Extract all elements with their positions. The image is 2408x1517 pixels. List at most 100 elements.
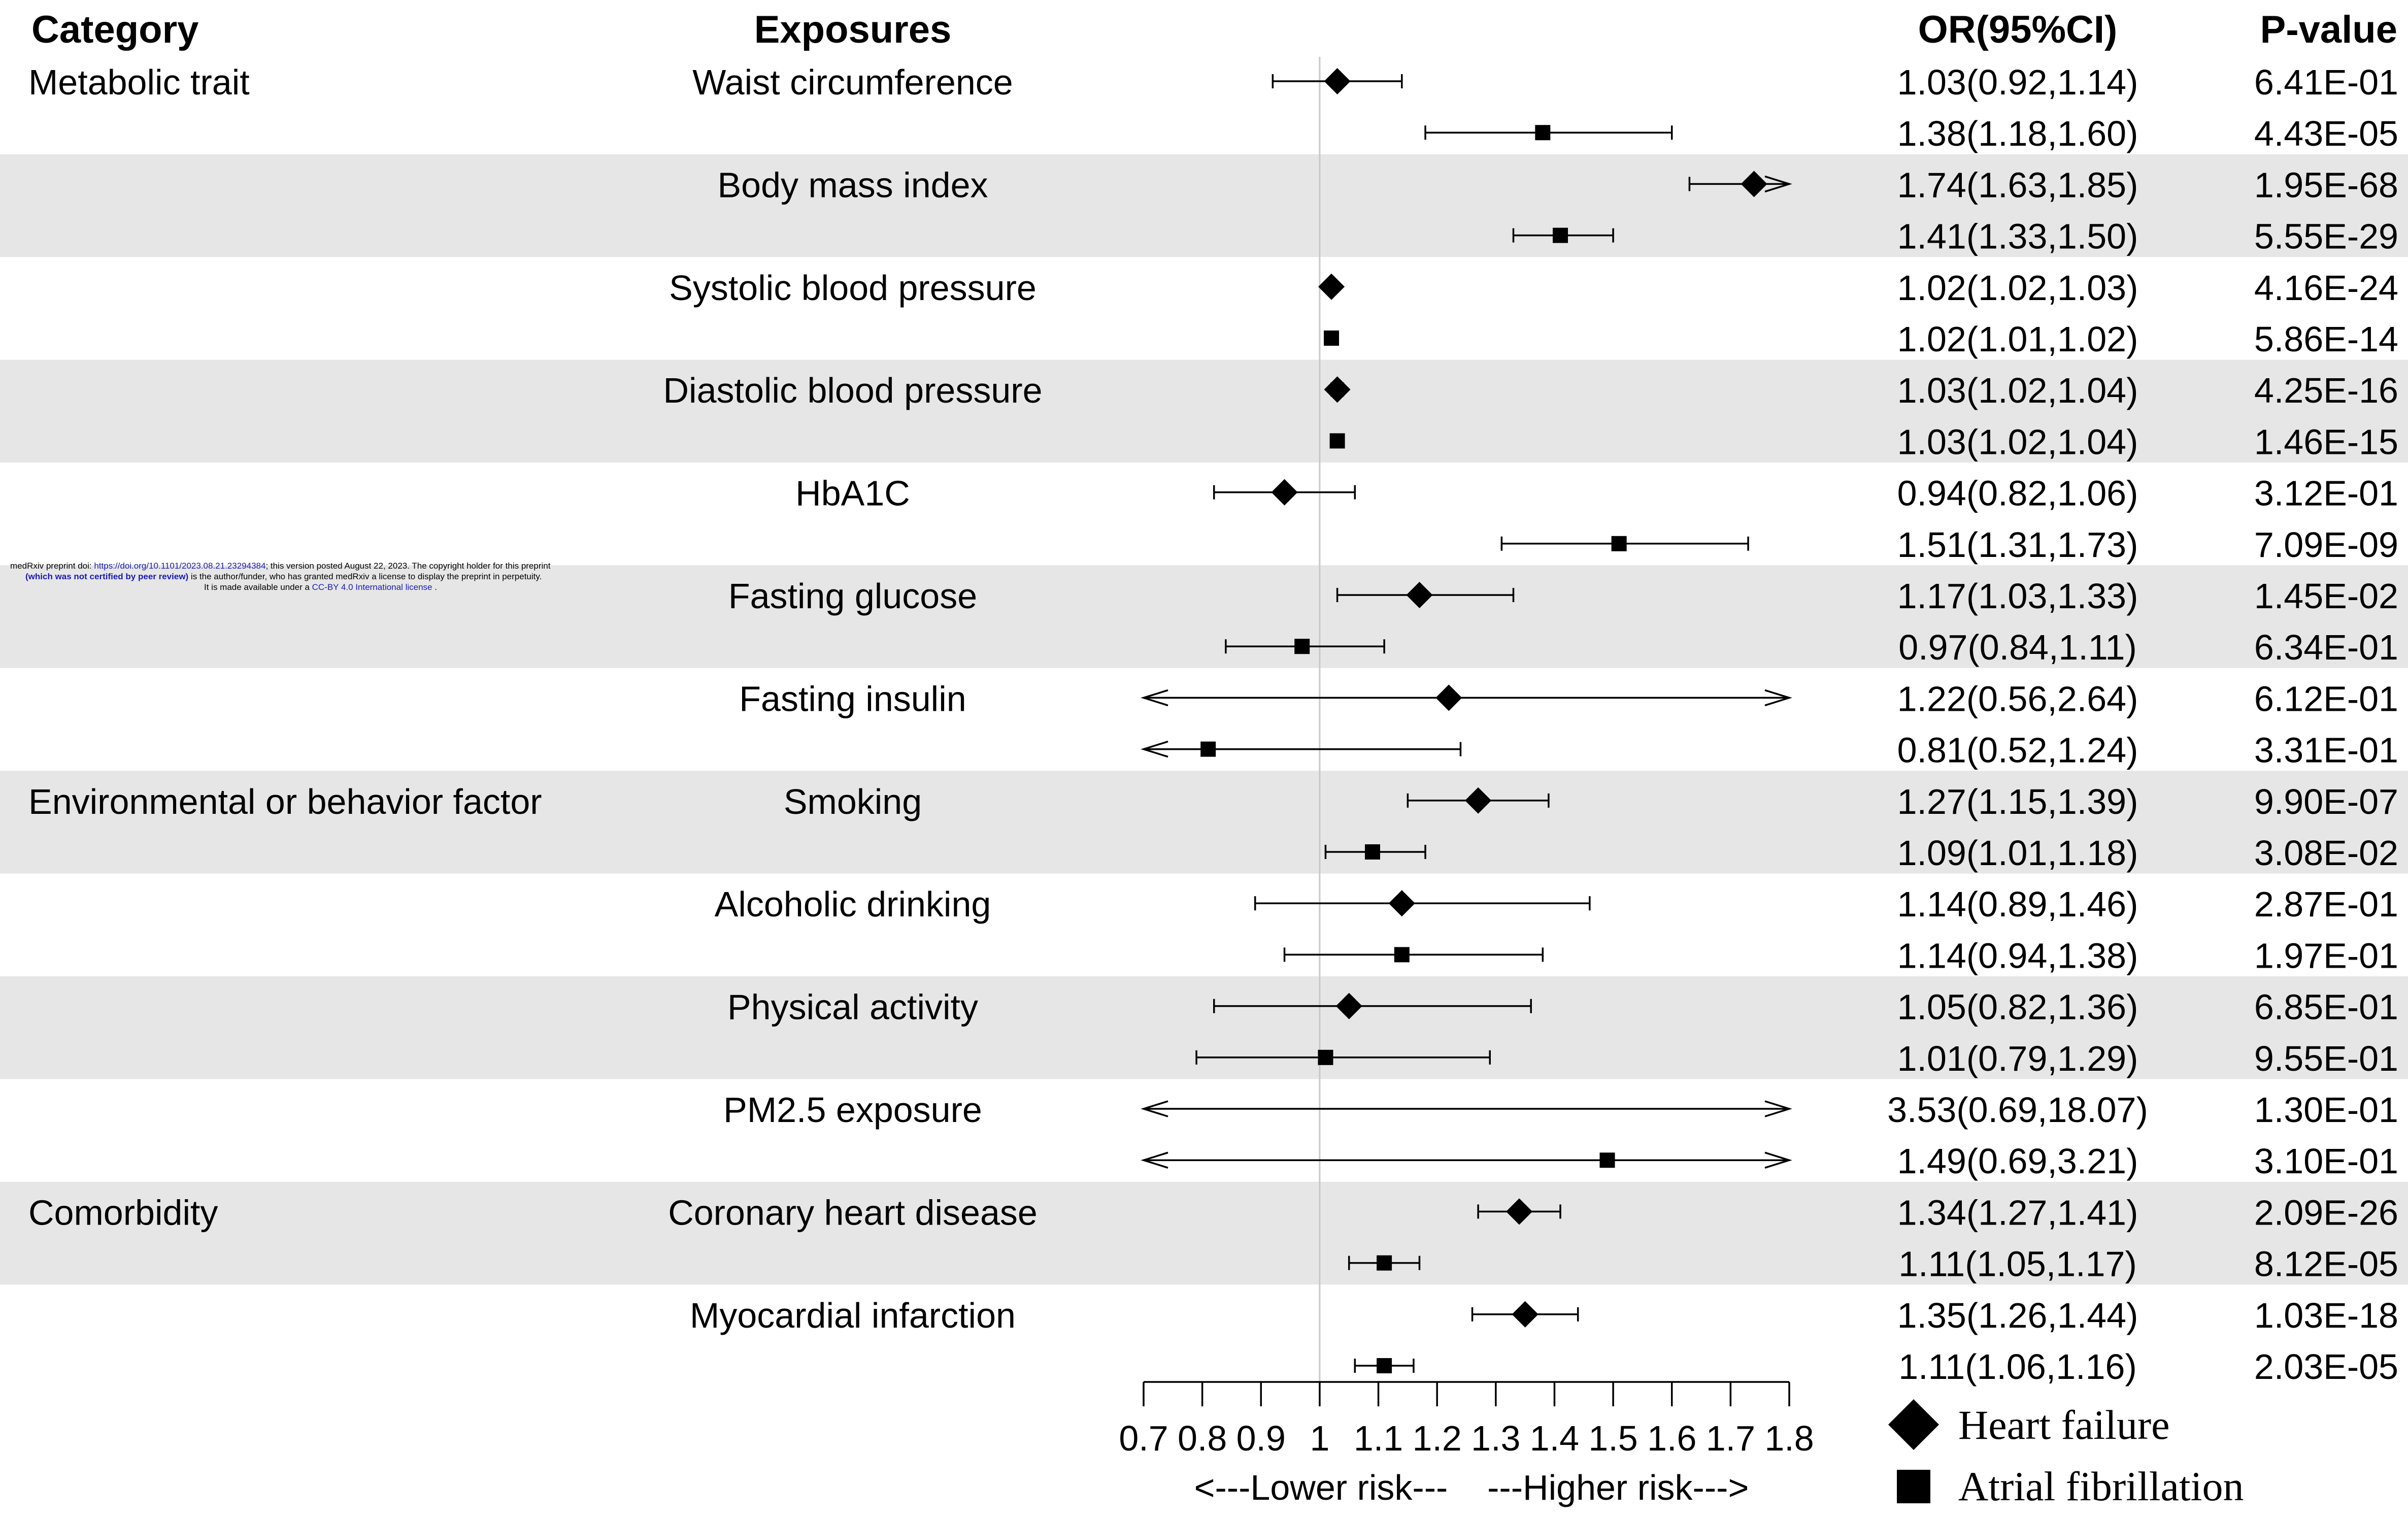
or-ci-value: 1.11(1.06,1.16) xyxy=(1898,1347,2137,1387)
or-ci-value: 1.51(1.31,1.73) xyxy=(1897,525,2138,565)
or-ci-value: 1.17(1.03,1.33) xyxy=(1897,576,2138,616)
p-value: 3.08E-02 xyxy=(2254,833,2398,873)
p-value: 4.16E-24 xyxy=(2254,268,2398,308)
or-ci-value: 1.05(0.82,1.36) xyxy=(1897,987,2138,1027)
p-value: 2.09E-26 xyxy=(2254,1193,2398,1232)
p-value: 2.87E-01 xyxy=(2254,884,2398,924)
or-ci-value: 1.22(0.56,2.64) xyxy=(1897,679,2138,718)
or-ci-value: 0.97(0.84,1.11) xyxy=(1898,628,2137,667)
or-ci-value: 1.38(1.18,1.60) xyxy=(1897,114,2138,153)
legend-heart-failure-label: Heart failure xyxy=(1958,1402,2170,1448)
x-tick-label: 1.3 xyxy=(1471,1419,1520,1458)
p-value: 5.86E-14 xyxy=(2254,319,2398,359)
atrial-fibrillation-point xyxy=(1599,1152,1615,1168)
p-value: 3.12E-01 xyxy=(2254,474,2398,513)
ci-arrow-right xyxy=(1764,175,1792,193)
watermark-line-2: (which was not certified by peer review)… xyxy=(25,572,542,581)
category-label: Metabolic trait xyxy=(28,62,250,102)
header-exposures: Exposures xyxy=(754,8,952,51)
exposure-label: Coronary heart disease xyxy=(668,1193,1038,1232)
watermark-license-link[interactable]: CC-BY 4.0 International license xyxy=(312,582,432,592)
group-band xyxy=(0,565,2408,668)
atrial-fibrillation-point xyxy=(1318,1049,1333,1065)
heart-failure-point xyxy=(1741,171,1767,197)
group-band xyxy=(0,771,2408,874)
ci-arrow-left xyxy=(1141,740,1168,758)
p-value: 4.43E-05 xyxy=(2254,114,2398,153)
category-label: Environmental or behavior factor xyxy=(28,782,542,821)
header-pvalue: P-value xyxy=(2260,8,2397,51)
ci-arrow-left xyxy=(1141,689,1168,707)
ci-arrow-right xyxy=(1764,1100,1792,1117)
exposure-label: PM2.5 exposure xyxy=(723,1090,982,1130)
or-ci-value: 0.94(0.82,1.06) xyxy=(1897,474,2138,513)
p-value: 6.41E-01 xyxy=(2254,62,2398,102)
p-value: 3.10E-01 xyxy=(2254,1141,2398,1181)
watermark-line-3: It is made available under a CC-BY 4.0 I… xyxy=(204,582,437,592)
p-value: 4.25E-16 xyxy=(2254,371,2398,410)
watermark-doi-link[interactable]: https://doi.org/10.1101/2023.08.21.23294… xyxy=(94,561,265,571)
x-tick-label: 1.1 xyxy=(1354,1419,1403,1458)
x-tick-label: 0.9 xyxy=(1236,1419,1286,1458)
p-value: 1.97E-01 xyxy=(2254,936,2398,975)
or-ci-value: 1.41(1.33,1.50) xyxy=(1897,217,2138,256)
ci-arrow-left xyxy=(1141,1151,1168,1169)
or-ci-value: 1.02(1.01,1.02) xyxy=(1897,319,2138,359)
group-band xyxy=(0,359,2408,463)
or-ci-value: 1.14(0.94,1.38) xyxy=(1897,936,2138,975)
p-value: 1.45E-02 xyxy=(2254,576,2398,616)
exposure-label: Diastolic blood pressure xyxy=(663,371,1042,410)
p-value: 1.95E-68 xyxy=(2254,165,2398,205)
or-ci-value: 1.34(1.27,1.41) xyxy=(1897,1193,2138,1232)
p-value: 9.55E-01 xyxy=(2254,1039,2398,1078)
heart-failure-point xyxy=(1506,1198,1533,1225)
heart-failure-point xyxy=(1388,890,1415,917)
heart-failure-point xyxy=(1318,273,1345,300)
header-category: Category xyxy=(31,8,198,51)
x-tick-label: 1 xyxy=(1310,1419,1329,1458)
category-label: Comorbidity xyxy=(28,1193,218,1232)
x-tick-label: 1.8 xyxy=(1764,1419,1814,1458)
atrial-fibrillation-point xyxy=(1364,844,1380,860)
ci-arrow-right xyxy=(1764,689,1792,707)
p-value: 1.30E-01 xyxy=(2254,1090,2398,1130)
x-tick-label: 1.5 xyxy=(1588,1419,1637,1458)
ci-arrow-left xyxy=(1141,1100,1168,1117)
group-band xyxy=(0,154,2408,257)
heart-failure-point xyxy=(1465,787,1492,814)
atrial-fibrillation-point xyxy=(1329,433,1345,449)
legend-square-marker xyxy=(1897,1470,1930,1503)
atrial-fibrillation-point xyxy=(1377,1255,1392,1271)
atrial-fibrillation-point xyxy=(1200,741,1216,757)
p-value: 6.34E-01 xyxy=(2254,628,2398,667)
group-band xyxy=(0,1181,2408,1285)
exposure-label: Systolic blood pressure xyxy=(669,268,1036,308)
watermark-line-1: medRxiv preprint doi: https://doi.org/10… xyxy=(10,561,551,571)
legend-diamond-marker xyxy=(1888,1399,1939,1450)
heart-failure-point xyxy=(1324,376,1351,403)
x-axis-label: <---Lower risk--- ---Higher risk---> xyxy=(1194,1468,1749,1507)
atrial-fibrillation-point xyxy=(1324,331,1340,346)
group-band xyxy=(0,976,2408,1079)
p-value: 2.03E-05 xyxy=(2254,1347,2398,1387)
p-value: 8.12E-05 xyxy=(2254,1244,2398,1284)
exposure-label: Smoking xyxy=(784,782,922,821)
p-value: 1.03E-18 xyxy=(2254,1296,2398,1335)
p-value: 1.46E-15 xyxy=(2254,422,2398,461)
atrial-fibrillation-point xyxy=(1377,1358,1392,1373)
p-value: 3.31E-01 xyxy=(2254,731,2398,770)
heart-failure-point xyxy=(1335,993,1362,1019)
p-value: 5.55E-29 xyxy=(2254,217,2398,256)
preprint-watermark: medRxiv preprint doi: https://doi.org/10… xyxy=(10,561,551,592)
p-value: 9.90E-07 xyxy=(2254,782,2398,821)
or-ci-value: 1.03(1.02,1.04) xyxy=(1897,422,2138,461)
x-tick-label: 0.7 xyxy=(1119,1419,1168,1458)
atrial-fibrillation-point xyxy=(1535,125,1551,141)
exposure-label: Alcoholic drinking xyxy=(715,884,991,924)
x-tick-label: 1.6 xyxy=(1647,1419,1696,1458)
heart-failure-point xyxy=(1512,1301,1539,1328)
atrial-fibrillation-point xyxy=(1394,947,1410,963)
header-or: OR(95%CI) xyxy=(1918,8,2118,51)
x-tick-label: 1.2 xyxy=(1413,1419,1462,1458)
